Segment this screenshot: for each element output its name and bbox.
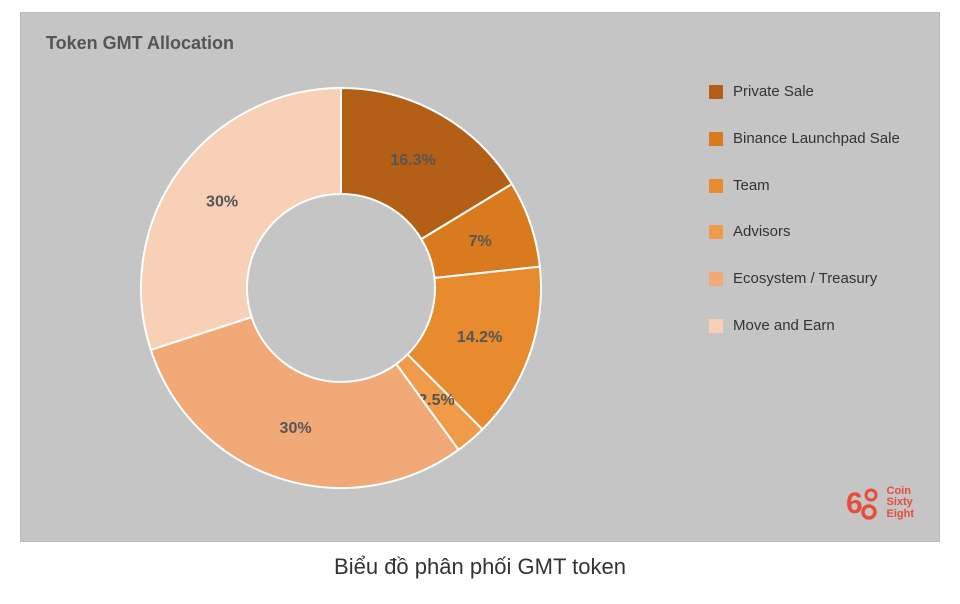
legend-swatch xyxy=(709,319,723,333)
svg-text:6: 6 xyxy=(846,487,863,520)
chart-panel: Token GMT Allocation 16.3%7%14.2%2.5%30%… xyxy=(20,12,940,542)
slice-value-label: 14.2% xyxy=(457,329,502,346)
chart-caption: Biểu đồ phân phối GMT token xyxy=(0,554,960,580)
slice-value-label: 16.3% xyxy=(390,152,435,169)
legend-label: Advisors xyxy=(733,223,791,242)
legend-swatch xyxy=(709,272,723,286)
legend-item: Private Sale xyxy=(709,83,909,102)
legend-label: Ecosystem / Treasury xyxy=(733,270,877,289)
legend-item: Team xyxy=(709,177,909,196)
legend-label: Team xyxy=(733,177,770,196)
chart-legend: Private Sale Binance Launchpad Sale Team Ad… xyxy=(709,83,909,364)
slice-value-label: 7% xyxy=(469,233,492,250)
slice-value-label: 30% xyxy=(280,420,312,437)
legend-swatch xyxy=(709,85,723,99)
chart-title: Token GMT Allocation xyxy=(46,33,234,54)
legend-label: Move and Earn xyxy=(733,317,835,336)
logo-text: CoinSixtyEight xyxy=(887,486,915,521)
legend-swatch xyxy=(709,132,723,146)
legend-swatch xyxy=(709,179,723,193)
legend-item: Advisors xyxy=(709,223,909,242)
brand-logo: 6 CoinSixtyEight xyxy=(846,485,915,521)
legend-label: Binance Launchpad Sale xyxy=(733,130,900,149)
legend-item: Ecosystem / Treasury xyxy=(709,270,909,289)
logo-icon: 6 xyxy=(846,485,882,521)
donut-slice xyxy=(151,317,459,488)
donut-slice xyxy=(141,88,341,350)
slice-value-label: 30% xyxy=(206,194,238,211)
legend-label: Private Sale xyxy=(733,83,814,102)
donut-chart: 16.3%7%14.2%2.5%30%30% xyxy=(121,68,561,508)
legend-item: Binance Launchpad Sale xyxy=(709,130,909,149)
legend-swatch xyxy=(709,225,723,239)
legend-item: Move and Earn xyxy=(709,317,909,336)
